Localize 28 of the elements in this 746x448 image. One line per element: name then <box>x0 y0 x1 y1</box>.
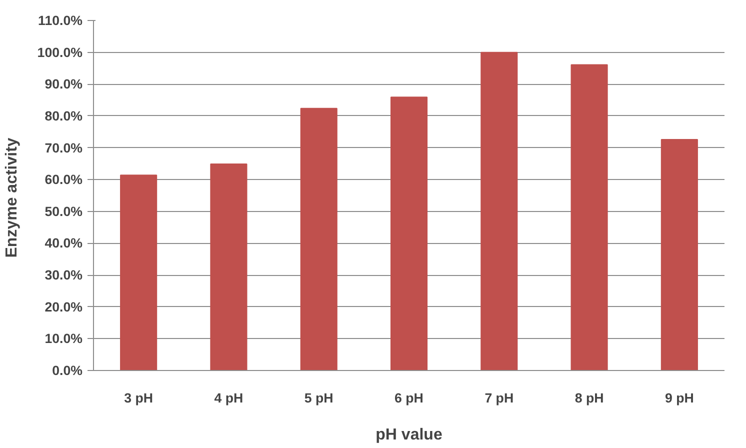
x-tick-label: 9 pH <box>664 390 694 406</box>
y-tick-label: 100.0% <box>37 44 83 60</box>
x-tick-label: 3 pH <box>124 390 154 406</box>
y-tick-label: 30.0% <box>44 268 83 283</box>
bar <box>210 164 248 370</box>
bar <box>390 96 428 370</box>
y-tick-label: 110.0% <box>38 13 83 28</box>
y-tick-label: 20.0% <box>44 299 83 314</box>
bar <box>300 108 338 370</box>
y-tick-label: 40.0% <box>44 236 83 251</box>
y-tick-label: 50.0% <box>44 204 83 219</box>
bar <box>480 52 518 370</box>
bar <box>570 64 608 370</box>
x-tick-label: 5 pH <box>304 390 334 406</box>
y-tick-label: 90.0% <box>44 76 83 92</box>
x-tick-label: 7 pH <box>484 390 514 406</box>
y-tick-label: 60.0% <box>44 172 83 188</box>
x-tick-label: 6 pH <box>394 390 424 406</box>
x-tick-label: 8 pH <box>574 390 604 406</box>
y-tick-label: 0.0% <box>52 363 83 378</box>
x-axis-title: pH value <box>376 426 442 444</box>
y-tick-label: 10.0% <box>44 331 83 346</box>
y-tick-label: 70.0% <box>44 140 83 156</box>
y-axis-title: Enzyme activity <box>3 138 20 258</box>
bar <box>660 139 698 370</box>
x-tick-label: 4 pH <box>214 390 244 406</box>
y-tick-label: 80.0% <box>44 108 83 124</box>
bar <box>120 174 158 370</box>
